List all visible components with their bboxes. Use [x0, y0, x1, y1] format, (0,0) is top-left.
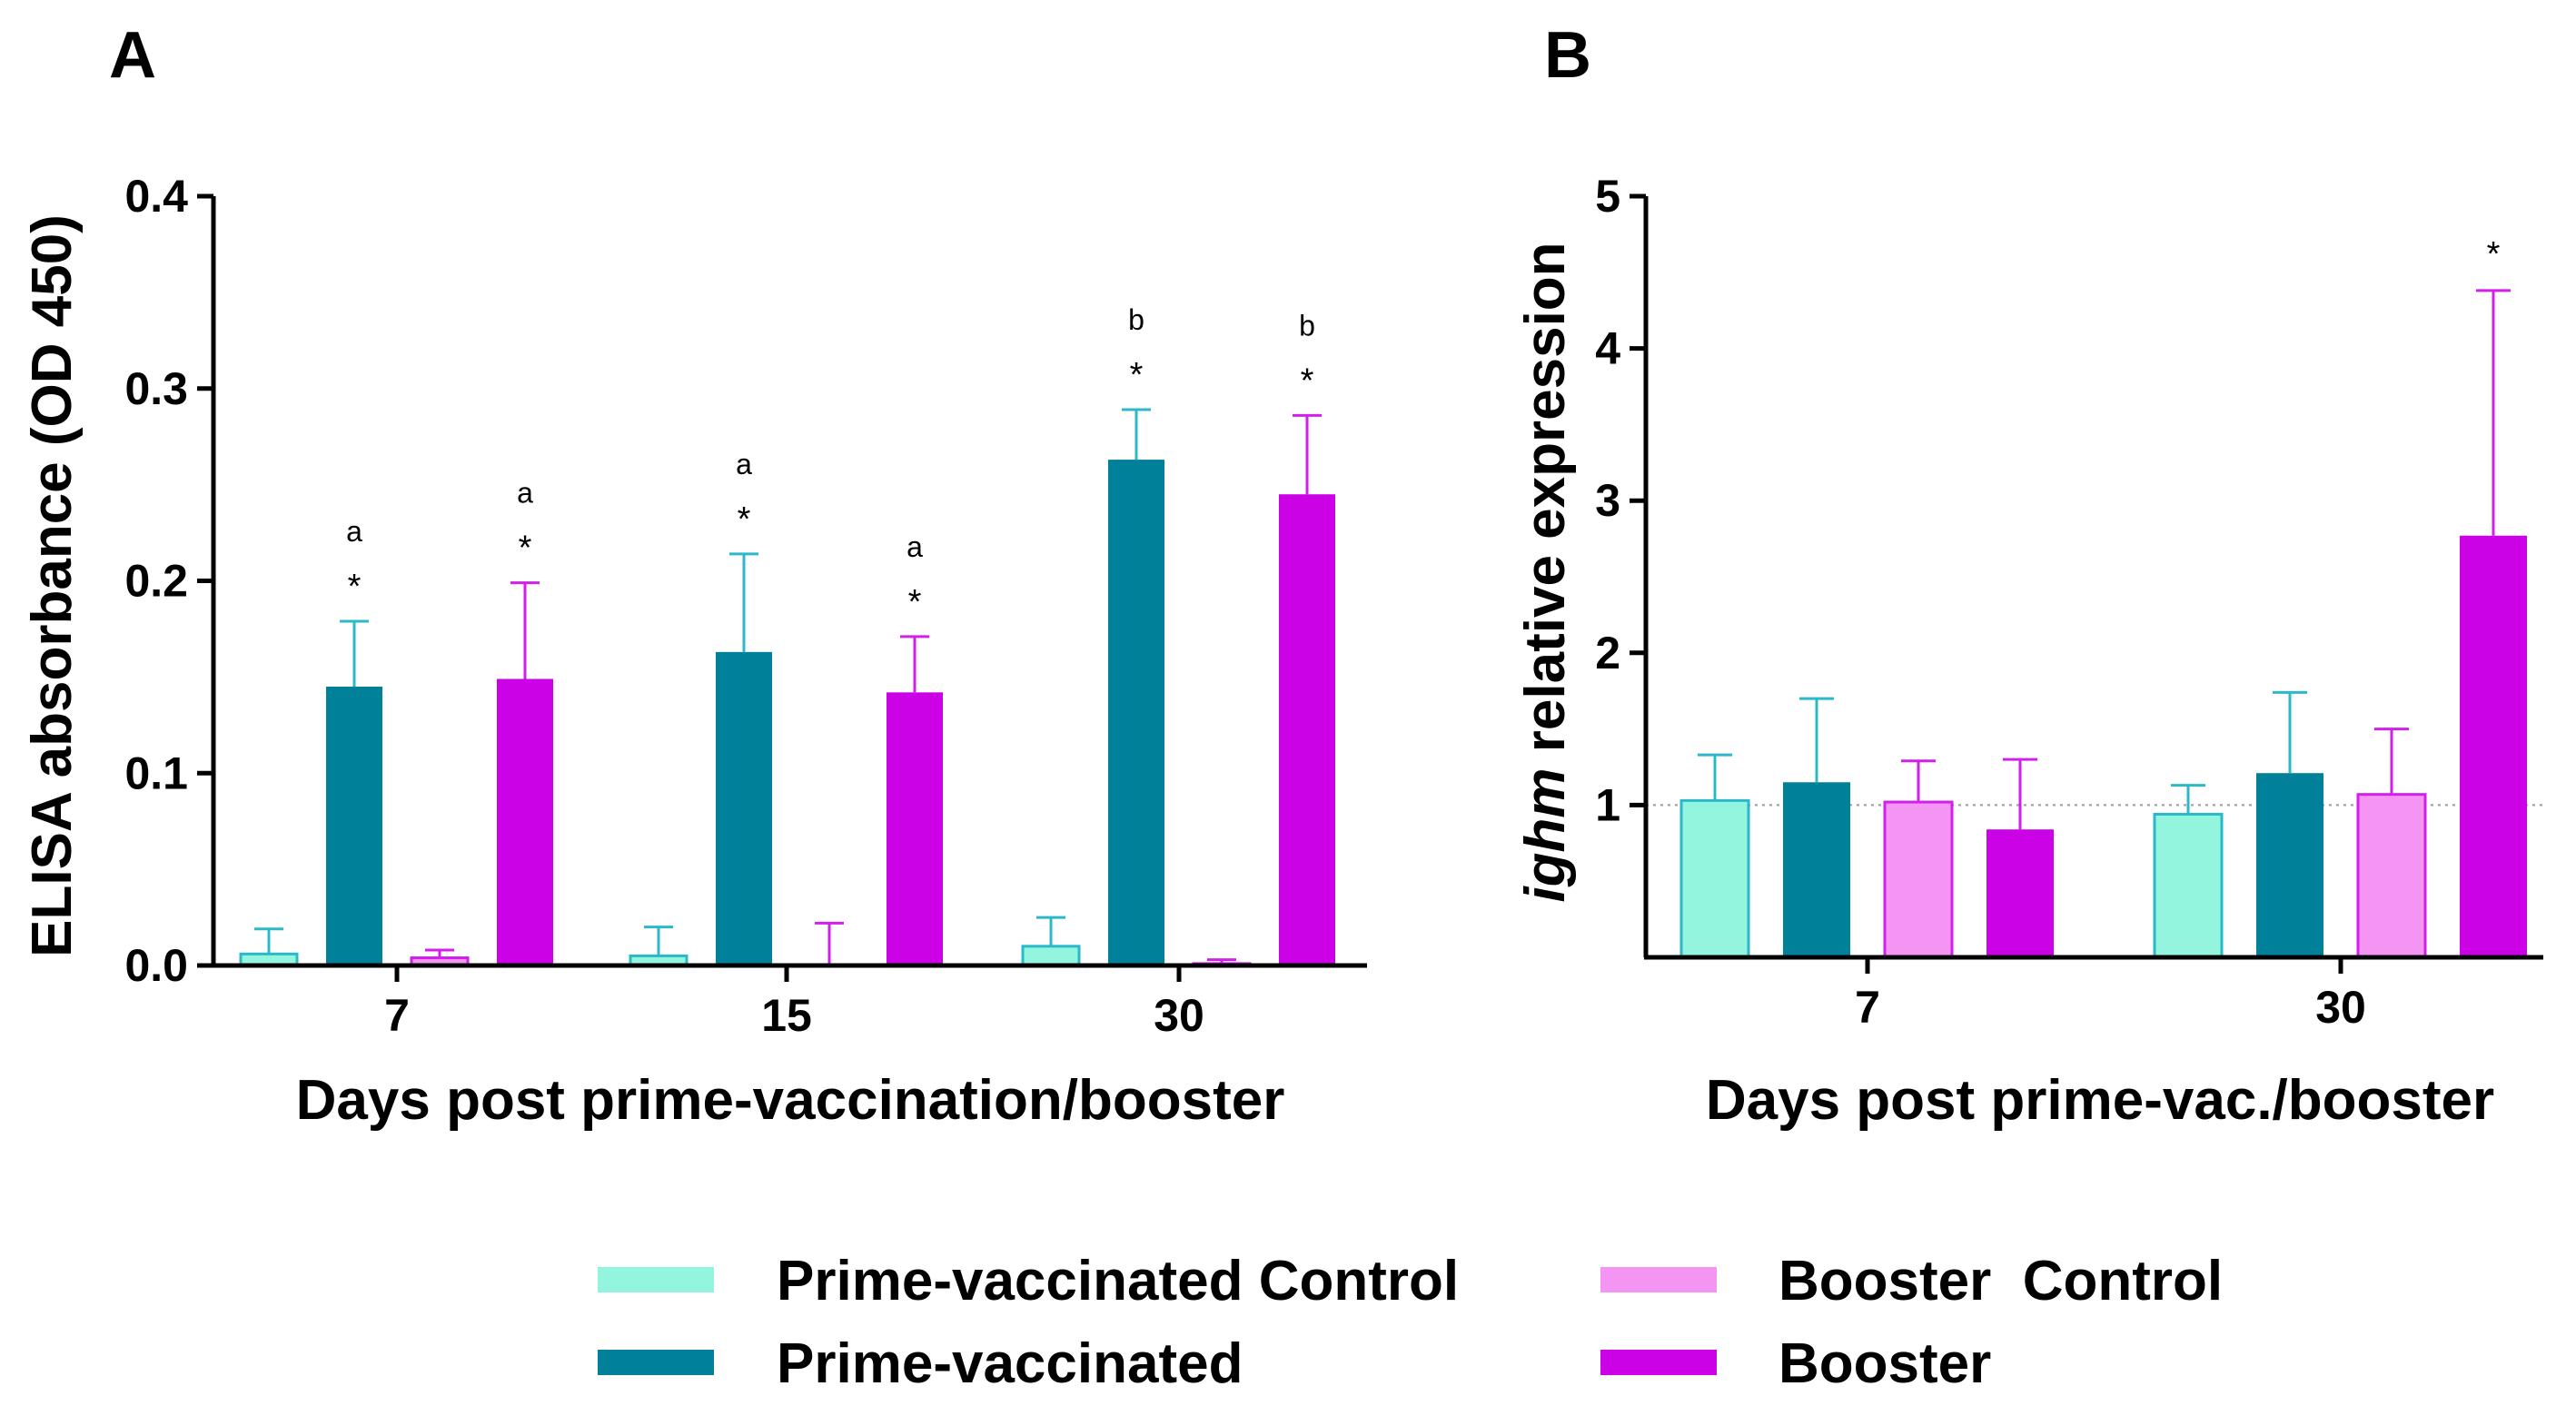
- error-bar-booster-control-day-7: [425, 948, 454, 958]
- x-tick-label: 7: [1855, 982, 1880, 1033]
- y-tick-label: 1: [1595, 779, 1620, 830]
- annotation-letter: a: [907, 530, 923, 563]
- bar-prime-day-7: [1783, 782, 1850, 957]
- annotation-star: *: [738, 500, 751, 539]
- error-bar-booster-day-7: [510, 581, 540, 679]
- legend-label-prime-control: Prime-vaccinated Control: [777, 1250, 1459, 1312]
- error-bar-booster-day-30: [1293, 413, 1322, 495]
- elisa-bars: [239, 460, 1335, 967]
- ighm-y-axis-title: ighm relative expression: [1514, 242, 1577, 902]
- annotation-star: *: [348, 568, 362, 606]
- bar-prime-day-30: [2256, 773, 2323, 957]
- annotation-letter: a: [517, 477, 533, 510]
- annotation-letter: a: [736, 448, 752, 480]
- annotation-star: *: [908, 583, 922, 621]
- bar-prime-day-15: [716, 651, 772, 965]
- bar-booster-day-15: [887, 692, 943, 965]
- y-tick-label: 0.2: [124, 556, 188, 607]
- elisa-x-axis-title: Days post prime-vaccination/booster: [296, 1069, 1285, 1132]
- annotation-star: *: [2487, 235, 2501, 273]
- bar-prime-control-day-7: [1679, 798, 1750, 959]
- annotation-letter: b: [1128, 303, 1144, 336]
- bar-booster-day-7: [497, 678, 553, 965]
- legend-label-prime: Prime-vaccinated: [777, 1332, 1243, 1395]
- error-bar-prime-day-30: [2273, 690, 2307, 774]
- elisa-axes: 0.0 0.1 0.2 0.3 0.4 7 15 30: [124, 171, 1367, 1041]
- legend-swatch-booster: [1600, 1350, 1717, 1375]
- bar-prime-control-day-30: [2153, 812, 2224, 959]
- bar-booster-control-day-7: [1883, 800, 1954, 959]
- bar-booster-day-7: [1986, 829, 2054, 957]
- y-tick-label: 0.1: [124, 748, 188, 798]
- elisa-error-bars: [254, 408, 1322, 965]
- bar-booster-day-30: [2460, 535, 2527, 957]
- y-tick-label: 2: [1595, 628, 1620, 678]
- bar-prime-day-30: [1108, 460, 1164, 965]
- error-bar-booster-control-day-30: [1207, 958, 1236, 964]
- panel-b-label: B: [1544, 19, 1591, 92]
- error-bar-prime-day-7: [1799, 697, 1834, 783]
- error-bar-prime-control-day-30: [1036, 916, 1065, 946]
- error-bar-booster-day-7: [2003, 757, 2037, 830]
- y-tick-label: 0.0: [124, 940, 188, 991]
- error-bar-booster-day-30: [2476, 289, 2511, 536]
- bar-prime-day-7: [326, 686, 382, 965]
- panel-a-label: A: [109, 19, 156, 92]
- ighm-axes: 1 2 3 4 5 7 30: [1595, 171, 2543, 1033]
- ighm-bars: [1679, 535, 2527, 959]
- error-bar-prime-day-30: [1122, 408, 1151, 460]
- error-bar-prime-control-day-7: [254, 927, 283, 955]
- x-tick-label: 15: [761, 990, 812, 1041]
- elisa-annotations: * a * a * b * a * a * b: [346, 303, 1315, 621]
- legend-label-booster-control: Booster Control: [1778, 1250, 2223, 1312]
- y-tick-label: 0.3: [124, 363, 188, 414]
- annotation-star: *: [1301, 361, 1314, 400]
- x-tick-label: 30: [2315, 982, 2366, 1033]
- y-tick-label: 0.4: [124, 171, 188, 222]
- error-bar-booster-control-day-30: [2374, 728, 2409, 795]
- annotation-star: *: [1130, 356, 1144, 394]
- ighm-y-axis-title-italic: ighm: [1514, 767, 1577, 902]
- y-tick-label: 4: [1595, 323, 1620, 374]
- y-tick-label: 3: [1595, 475, 1620, 526]
- bar-booster-day-30: [1279, 494, 1335, 965]
- ighm-y-axis-title-rest: relative expression: [1514, 242, 1577, 767]
- ighm-error-bars: [1698, 289, 2511, 830]
- error-bar-booster-day-15: [900, 635, 929, 693]
- ighm-annotations: *: [2487, 235, 2501, 273]
- bar-prime-control-day-30: [1021, 945, 1081, 967]
- error-bar-prime-control-day-15: [644, 926, 673, 956]
- annotation-letter: b: [1299, 309, 1315, 342]
- error-bar-booster-control-day-15: [815, 921, 844, 965]
- elisa-chart-panel: * a * a * b * a * a * b 0.0 0.1 0.2 0.3 0.4 7 15 30 Days p…: [21, 171, 1367, 1132]
- elisa-y-axis-title: ELISA absorbance (OD 450): [21, 214, 84, 957]
- error-bar-prime-day-15: [729, 552, 758, 652]
- error-bar-prime-control-day-7: [1698, 753, 1732, 801]
- legend-label-booster: Booster: [1778, 1332, 1991, 1395]
- legend-swatch-prime-control: [598, 1267, 714, 1292]
- x-tick-label: 30: [1154, 990, 1204, 1041]
- annotation-star: *: [519, 530, 532, 568]
- x-tick-label: 7: [384, 990, 410, 1041]
- legend-swatch-booster-control: [1600, 1267, 1717, 1292]
- error-bar-prime-day-7: [340, 619, 369, 687]
- y-tick-label: 5: [1595, 171, 1620, 222]
- annotation-letter: a: [346, 515, 362, 548]
- error-bar-prime-control-day-30: [2171, 784, 2205, 815]
- legend-swatch-prime: [598, 1350, 714, 1375]
- legend: Prime-vaccinated Control Booster Control…: [598, 1250, 2223, 1395]
- ighm-x-axis-title: Days post prime-vac./booster: [1706, 1069, 2494, 1132]
- bar-booster-control-day-30: [2356, 793, 2427, 959]
- error-bar-booster-control-day-7: [1901, 759, 1936, 803]
